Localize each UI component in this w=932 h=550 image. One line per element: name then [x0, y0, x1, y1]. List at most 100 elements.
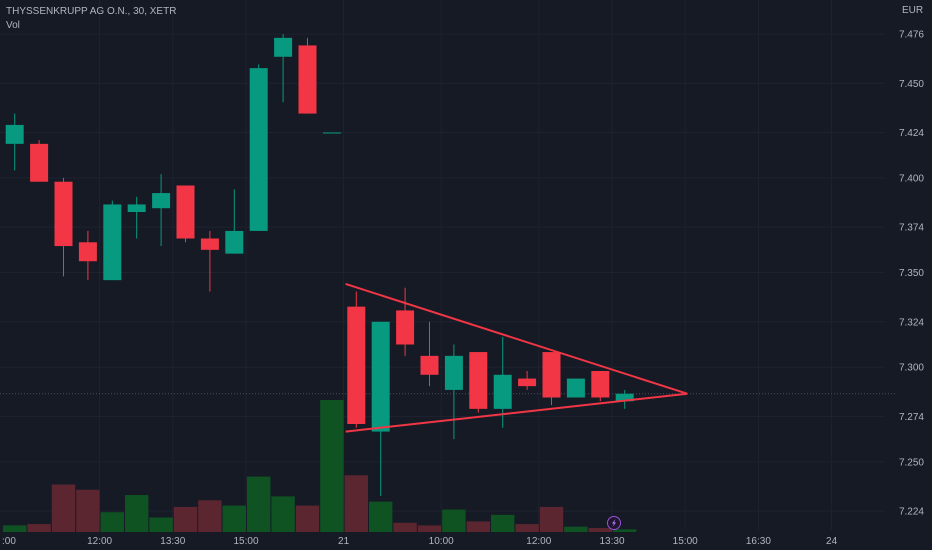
- candle[interactable]: [103, 200, 122, 281]
- volume-bar: [491, 514, 515, 532]
- volume-bar: [76, 489, 100, 532]
- candle[interactable]: [225, 189, 244, 254]
- candle[interactable]: [542, 352, 561, 406]
- upper-triangle-line[interactable]: [345, 282, 688, 395]
- triangle-pattern[interactable]: [345, 282, 688, 433]
- volume-bar: [222, 505, 246, 532]
- volume-bar: [247, 476, 271, 532]
- volume-bar: [125, 495, 149, 532]
- price-tick-label: 7.476: [899, 30, 924, 41]
- candle[interactable]: [298, 37, 317, 114]
- time-axis[interactable]: 12:00 13:30 15:00 21 10:00 12:00 13:30 15:00 16:…: [2, 536, 838, 547]
- lightning-glyph: [612, 519, 616, 527]
- time-tick-label: 12:00: [87, 536, 112, 547]
- price-tick-label: 7.424: [899, 128, 924, 139]
- candle-body: [371, 321, 390, 432]
- candle-body: [225, 230, 244, 254]
- candle[interactable]: [176, 185, 195, 243]
- volume-bar: [271, 496, 295, 532]
- volume-bar: [3, 525, 27, 532]
- candle-body: [396, 310, 415, 345]
- candle-body: [444, 355, 463, 390]
- candle[interactable]: [200, 230, 219, 292]
- chart-legend: THYSSENKRUPP AG O.N., 30, XETR Vol: [6, 5, 176, 33]
- time-tick-label: 21: [338, 536, 350, 547]
- candle[interactable]: [54, 177, 73, 277]
- event-marker[interactable]: [607, 516, 621, 530]
- candle[interactable]: [566, 378, 585, 398]
- candle-body: [591, 371, 610, 398]
- volume-bar: [442, 509, 466, 532]
- volume-bar: [369, 501, 393, 532]
- candle-body: [54, 181, 73, 247]
- volume-bars: [3, 400, 637, 532]
- volume-bar: [613, 529, 637, 532]
- candle-body: [5, 124, 24, 144]
- time-tick-label: 15:00: [233, 536, 258, 547]
- candle[interactable]: [591, 371, 610, 402]
- lower-triangle-line[interactable]: [345, 392, 688, 433]
- volume-bar: [588, 528, 612, 532]
- candle[interactable]: [444, 344, 463, 440]
- candle-body: [103, 204, 122, 281]
- price-tick-label: 7.374: [899, 223, 924, 234]
- time-tick-label: 12:00: [526, 536, 551, 547]
- candle-body: [30, 143, 49, 182]
- volume-bar: [51, 484, 76, 532]
- candle-body: [127, 204, 146, 212]
- candle[interactable]: [274, 34, 293, 103]
- candle-body: [566, 378, 585, 398]
- candle-body: [78, 242, 97, 262]
- candle[interactable]: [420, 321, 439, 387]
- volume-bar: [320, 400, 344, 532]
- time-tick-label: 15:00: [673, 536, 698, 547]
- volume-bar: [100, 512, 124, 532]
- time-tick-label: 24: [826, 536, 838, 547]
- candle[interactable]: [127, 196, 146, 239]
- volume-bar: [173, 506, 198, 532]
- candle-body: [152, 193, 171, 209]
- candle[interactable]: [518, 371, 537, 390]
- price-tick-label: 7.300: [899, 363, 924, 374]
- volume-bar: [515, 524, 539, 532]
- time-tick-label: 10:00: [429, 536, 454, 547]
- candle[interactable]: [322, 132, 341, 134]
- candle[interactable]: [493, 336, 512, 428]
- candle-body: [347, 306, 366, 424]
- candle-body: [249, 68, 268, 231]
- currency-label: EUR: [902, 5, 923, 16]
- volume-bar: [198, 500, 222, 532]
- volume-indicator-label[interactable]: Vol: [6, 20, 20, 31]
- price-tick-label: 7.324: [899, 317, 924, 328]
- candle[interactable]: [249, 64, 268, 231]
- volume-bar: [393, 522, 417, 532]
- candle[interactable]: [5, 113, 24, 171]
- volume-bar: [466, 521, 490, 532]
- candle[interactable]: [469, 352, 488, 413]
- candle-body: [200, 238, 219, 250]
- price-tick-label: 7.450: [899, 79, 924, 90]
- candle[interactable]: [371, 321, 390, 496]
- candle-body: [469, 352, 488, 409]
- candle-body: [493, 374, 512, 409]
- candle[interactable]: [347, 291, 366, 428]
- candle-body: [176, 185, 195, 239]
- volume-bar: [27, 524, 51, 532]
- candle-body: [420, 355, 439, 375]
- candle[interactable]: [78, 230, 97, 281]
- candlesticks[interactable]: [5, 34, 634, 496]
- candle-body: [518, 378, 537, 387]
- candle[interactable]: [615, 389, 634, 409]
- volume-bar: [564, 526, 588, 532]
- price-axis[interactable]: EUR 7.476 7.450 7.424 7.400 7.374 7.350 7.324 7…: [899, 5, 924, 518]
- volume-bar: [344, 475, 368, 532]
- candle-body: [322, 132, 341, 134]
- candle[interactable]: [396, 287, 415, 356]
- price-tick-label: 7.350: [899, 268, 924, 279]
- symbol-title[interactable]: THYSSENKRUPP AG O.N., 30, XETR: [6, 6, 177, 17]
- price-tick-label: 7.224: [899, 507, 924, 518]
- candle[interactable]: [30, 140, 49, 182]
- candle[interactable]: [152, 174, 171, 247]
